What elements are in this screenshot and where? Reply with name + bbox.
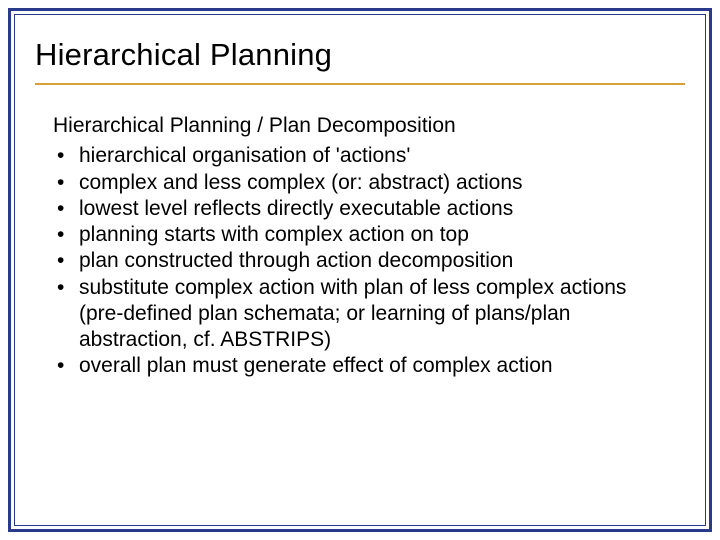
list-item: planning starts with complex action on t… (53, 222, 675, 248)
bullet-list: hierarchical organisation of 'actions' c… (53, 143, 675, 379)
list-item: lowest level reflects directly executabl… (53, 196, 675, 222)
title-underline-rule (35, 83, 685, 85)
slide-title: Hierarchical Planning (35, 37, 685, 73)
slide-content: Hierarchical Planning / Plan Decompositi… (35, 113, 685, 380)
slide-outer-frame: Hierarchical Planning Hierarchical Plann… (8, 8, 712, 532)
list-item: complex and less complex (or: abstract) … (53, 170, 675, 196)
list-item: substitute complex action with plan of l… (53, 275, 675, 354)
list-item: overall plan must generate effect of com… (53, 353, 675, 379)
list-item: plan constructed through action decompos… (53, 248, 675, 274)
slide-inner-frame: Hierarchical Planning Hierarchical Plann… (14, 14, 706, 526)
list-item: hierarchical organisation of 'actions' (53, 143, 675, 169)
slide-subheading: Hierarchical Planning / Plan Decompositi… (53, 113, 675, 139)
